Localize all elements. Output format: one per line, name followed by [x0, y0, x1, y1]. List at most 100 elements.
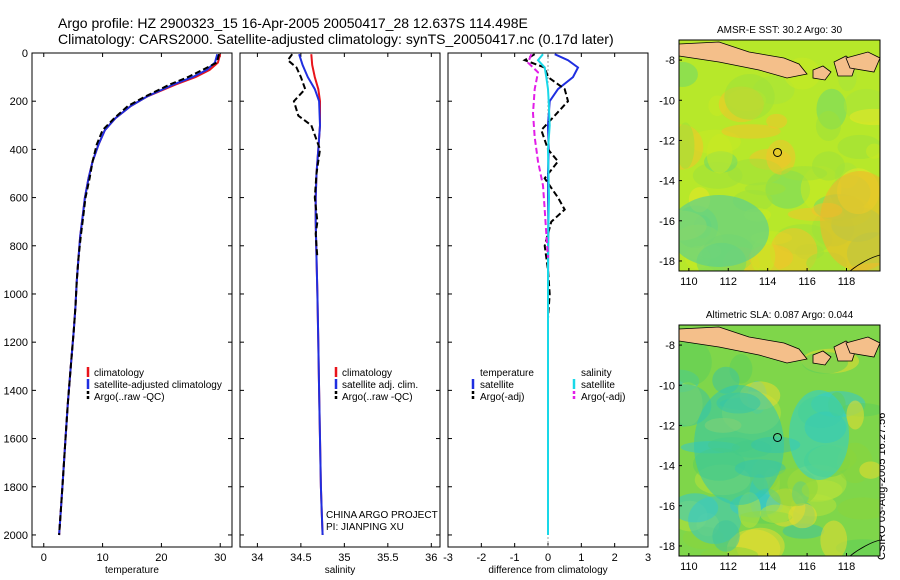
map-blob [706, 133, 733, 174]
figure-title-line-2: Climatology: CARS2000. Satellite-adjuste… [58, 31, 614, 47]
map-field [679, 40, 880, 271]
x-tick-label: 30 [214, 552, 226, 564]
legend-entry: temperature [480, 368, 534, 379]
x-tick-label: 0 [545, 552, 551, 564]
plot-frame [239, 52, 441, 548]
map-blob [679, 195, 769, 267]
plot-frame [31, 52, 233, 548]
map-blob [837, 497, 880, 520]
x-tick-label: 114 [759, 561, 777, 573]
x-tick-label: 20 [155, 552, 167, 564]
x-tick-label: -3 [443, 552, 453, 564]
x-axis-label: difference from climatology [488, 565, 607, 576]
argo-float-marker [773, 147, 783, 157]
y-tick-label: 1000 [4, 289, 28, 301]
y-tick-label: 200 [10, 96, 28, 108]
map-blob [679, 122, 695, 169]
y-tick-label: -8 [665, 55, 675, 67]
map-blob [859, 461, 880, 479]
legend-entry: climatology [94, 368, 144, 379]
series-line-2 [536, 53, 551, 535]
x-tick-label: 116 [798, 276, 816, 288]
x-tick-label: 10 [96, 552, 108, 564]
land-bali [812, 65, 832, 81]
y-tick-label: 1800 [4, 482, 28, 494]
x-tick-label: 118 [838, 561, 856, 573]
x-tick-label: 2 [612, 552, 618, 564]
y-tick-label: 1200 [4, 337, 28, 349]
map-blob [679, 61, 698, 87]
y-tick-label: 600 [10, 193, 28, 205]
coastline-australia [849, 254, 880, 271]
x-tick-label: 34 [251, 552, 263, 564]
map-blob [712, 520, 740, 552]
panel-salinity: 34 34.5 35 35.5 36 salinity climatologysatelli… [239, 52, 441, 576]
land-bali [812, 350, 832, 366]
y-tick-label: 800 [10, 241, 28, 253]
y-tick-label: -12 [659, 135, 675, 147]
map-blob [815, 110, 841, 141]
y-tick-label: 0 [22, 48, 28, 60]
y-tick-label: -14 [659, 176, 675, 188]
legend-entry: climatology [342, 368, 392, 379]
x-tick-label: 36 [425, 552, 437, 564]
panel-sst-map: AMSR-E SST: 30.2 Argo: 30 110 112 114 116 118… [659, 25, 881, 288]
series-line-1 [58, 53, 219, 536]
legend-entry: satellite adj. clim. [342, 380, 418, 391]
map-blob [820, 171, 880, 271]
legend-entry: Argo(-adj) [480, 392, 524, 403]
map-blob [679, 339, 712, 386]
legend-entry: Argo(..raw -QC) [94, 392, 165, 403]
series-line-0 [58, 53, 222, 536]
x-tick-label: 116 [798, 561, 816, 573]
annotation-text: CHINA ARGO PROJECT [326, 510, 438, 521]
y-tick-label: -14 [659, 461, 675, 473]
land-java [679, 326, 808, 364]
map-blob [846, 400, 864, 430]
legend-entry: satellite [480, 380, 514, 391]
legend-entry: satellite [581, 380, 615, 391]
x-tick-label: 110 [680, 276, 698, 288]
x-tick-label: 35.5 [377, 552, 398, 564]
x-tick-label: 114 [759, 276, 777, 288]
y-tick-label: -16 [659, 501, 675, 513]
x-tick-label: 110 [680, 561, 698, 573]
x-tick-label: 112 [719, 276, 737, 288]
y-tick-label: -10 [659, 95, 675, 107]
legend-entry: salinity [581, 368, 612, 379]
figure-title-line-1: Argo profile: HZ 2900323_15 16-Apr-2005 … [58, 15, 528, 31]
map-blob [782, 523, 825, 539]
y-tick-label: 2000 [4, 530, 28, 542]
y-tick-label: 400 [10, 144, 28, 156]
map-frame [678, 324, 881, 557]
x-tick-label: 1 [578, 552, 584, 564]
series-line-1 [522, 53, 570, 319]
map-blob [866, 143, 880, 159]
map-blob [744, 182, 786, 196]
x-axis-label: salinity [325, 565, 356, 576]
x-tick-label: 118 [838, 276, 856, 288]
series-line-2 [286, 53, 322, 258]
legend-entry: Argo(-adj) [581, 392, 625, 403]
argo-float-marker [773, 432, 783, 442]
legend-entry: satellite-adjusted climatology [94, 380, 222, 391]
map-blob [700, 546, 759, 556]
x-tick-label: 0 [41, 552, 47, 564]
y-tick-label: -18 [659, 256, 675, 268]
panel-difference: -3 -2 -1 0 1 2 3 difference from climatology tem… [443, 52, 651, 576]
coastline-australia [849, 539, 880, 556]
land-sumbawa [845, 336, 880, 358]
series-line-0 [546, 53, 580, 535]
series-line-3 [526, 53, 549, 258]
map-blob [849, 108, 880, 126]
x-axis-label: temperature [105, 565, 159, 576]
series-line-2 [58, 53, 221, 536]
map-blob [721, 124, 781, 139]
y-tick-label: 1600 [4, 434, 28, 446]
map-title: AMSR-E SST: 30.2 Argo: 30 [717, 25, 842, 36]
map-blob [694, 385, 784, 505]
land-sumbawa [845, 51, 880, 73]
map-field [679, 325, 880, 556]
map-blob [789, 390, 849, 480]
